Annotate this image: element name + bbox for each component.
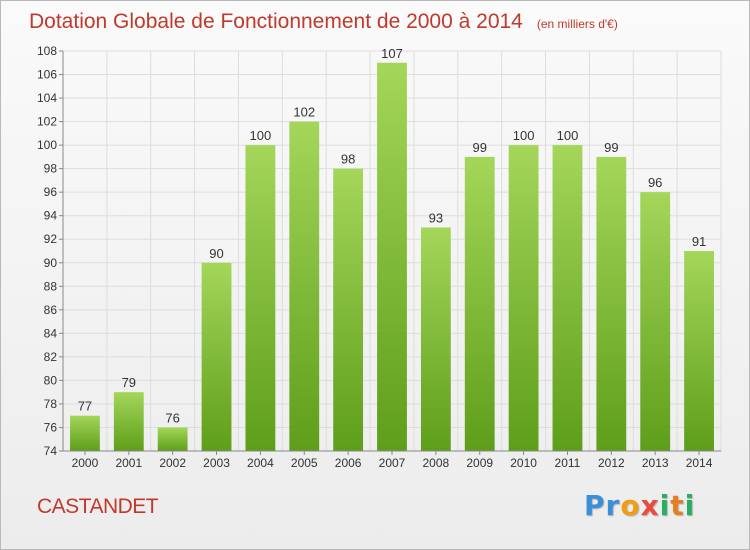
bar-value-label: 100 [250,128,272,143]
chart-title-unit: (en milliers d'€) [536,17,618,31]
bar-value-label: 100 [557,128,579,143]
y-tick-label: 82 [44,350,58,364]
x-tick-label: 2011 [555,456,581,470]
logo-letter: x [640,489,660,522]
bar [596,156,627,451]
x-tick-label: 2013 [642,456,669,470]
bar-value-label: 93 [429,210,443,225]
y-tick-label: 88 [44,279,58,293]
y-tick-label: 104 [37,91,57,105]
x-tick-label: 2007 [379,456,406,470]
logo-letter: t [670,489,685,522]
bar-value-label: 98 [341,152,355,167]
logo-letter: i [684,489,696,522]
bar-value-label: 102 [293,105,315,120]
bar-value-label: 99 [472,140,486,155]
y-tick-label: 74 [44,444,58,458]
x-tick-label: 2010 [510,456,537,470]
bar [508,145,539,451]
y-tick-label: 80 [44,373,58,387]
bar [684,251,714,451]
axes [59,50,721,455]
bar [113,392,144,451]
bar-value-label: 96 [648,175,662,190]
bar [201,262,232,451]
x-tick-label: 2012 [598,456,625,470]
logo-letter: P [584,489,606,522]
x-tick-label: 2014 [686,456,713,470]
bar [70,415,100,451]
bars [70,62,714,452]
y-tick-label: 108 [37,44,57,58]
bar-value-label: 77 [78,399,92,414]
logo-letter: r [605,489,621,522]
y-tick-label: 106 [37,68,57,82]
bar [552,145,583,451]
y-tick-label: 94 [44,209,58,223]
y-tick-label: 100 [37,138,57,152]
bar-value-label: 76 [165,410,179,425]
bar [420,227,451,451]
y-tick-label: 78 [44,397,58,411]
y-tick-label: 76 [44,420,58,434]
bar-value-label: 91 [692,234,706,249]
y-tick-label: 92 [44,232,58,246]
logo-letter: o [620,489,641,522]
x-tick-label: 2001 [115,456,142,470]
x-tick-label: 2002 [159,456,186,470]
x-tick-label: 2008 [423,456,450,470]
y-tick-label: 90 [44,256,58,270]
bar [245,145,276,451]
bar [640,192,671,452]
x-tick-label: 2004 [247,456,274,470]
y-tick-label: 86 [44,303,58,317]
x-tick-label: 2003 [203,456,230,470]
proxiti-logo: Proxiti [584,489,695,522]
y-tick-label: 98 [44,162,58,176]
chart-title-main: Dotation Globale de Fonctionnement de 20… [29,10,523,33]
bar [157,427,188,451]
y-tick-label: 96 [44,185,58,199]
logo-letter: i [659,489,671,522]
x-tick-label: 2009 [466,456,493,470]
bar [333,168,364,451]
bar-value-label: 90 [209,246,223,261]
bar [464,156,495,451]
bar-value-label: 100 [513,128,535,143]
bar-value-label: 107 [381,46,403,61]
y-tick-label: 102 [37,115,57,129]
chart-title: Dotation Globale de Fonctionnement de 20… [29,10,618,34]
labels: 74 76 78 80 82 84 86 88 90 92 94 96 98 100 102 104 106 10… [37,44,713,470]
x-tick-label: 2005 [291,456,318,470]
x-tick-label: 2006 [335,456,362,470]
bar [377,62,407,451]
y-tick-label: 84 [44,326,58,340]
commune-name: CASTANDET [37,495,159,518]
bar-value-label: 79 [122,375,136,390]
x-tick-label: 2000 [72,456,99,470]
bar-value-label: 99 [604,140,618,155]
bar [289,121,320,452]
